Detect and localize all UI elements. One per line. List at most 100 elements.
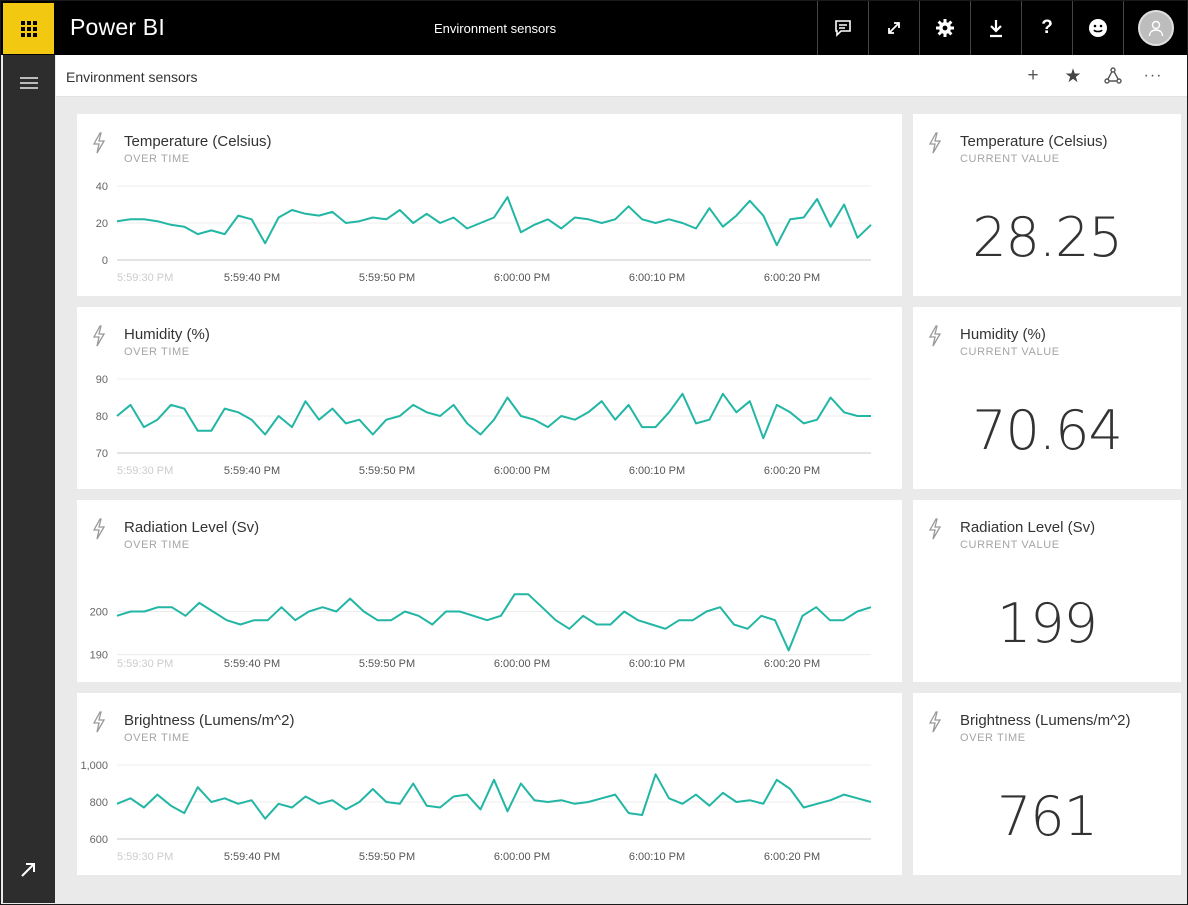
star-icon: ★ <box>1064 65 1082 87</box>
tile-title: Brightness (Lumens/m^2) <box>960 712 1131 729</box>
y-tick-label: 20 <box>96 218 108 230</box>
card-value: 761 <box>996 785 1098 848</box>
y-tick-label: 40 <box>96 181 108 193</box>
lightning-icon <box>92 325 106 347</box>
temperature-card-tile[interactable]: Temperature (Celsius) CURRENT VALUE 28.2… <box>913 114 1181 296</box>
tile-title: Humidity (%) <box>960 326 1046 343</box>
x-tick-label: 5:59:40 PM <box>224 272 280 284</box>
more-options-button[interactable]: ··· <box>1133 63 1173 89</box>
add-tile-button[interactable]: + <box>1013 63 1053 89</box>
user-icon <box>1148 20 1163 37</box>
series-line <box>116 196 872 247</box>
tile-subtitle: OVER TIME <box>124 539 190 551</box>
comment-button[interactable] <box>817 1 868 55</box>
card-value: 28.25 <box>972 206 1123 269</box>
add-icon: + <box>1027 65 1039 86</box>
y-tick-label: 80 <box>96 411 108 423</box>
radiation-card-tile[interactable]: Radiation Level (Sv) CURRENT VALUE 199 <box>913 500 1181 682</box>
humidity-line-tile[interactable]: Humidity (%) OVER TIME 70 80 90 5:59:30 PM 5… <box>77 307 902 489</box>
x-tick-label: 6:00:10 PM <box>629 658 685 670</box>
x-tick-label: 6:00:10 PM <box>629 272 685 284</box>
app-launcher-button[interactable] <box>3 3 54 54</box>
share-button[interactable] <box>1093 63 1133 89</box>
x-tick-label: 5:59:40 PM <box>224 465 280 477</box>
x-tick-label: 5:59:50 PM <box>359 658 415 670</box>
temperature-line-tile[interactable]: Temperature (Celsius) OVER TIME 0 20 40 5:5… <box>77 114 902 296</box>
humidity-card-tile[interactable]: Humidity (%) CURRENT VALUE 70.64 <box>913 307 1181 489</box>
x-tick-label: 5:59:40 PM <box>224 851 280 863</box>
fullscreen-icon <box>888 22 900 34</box>
y-tick-label: 1,000 <box>80 760 108 772</box>
top-toolbar: ? <box>817 1 1187 55</box>
comment-icon <box>835 20 851 37</box>
x-tick-label: 5:59:30 PM <box>117 851 173 863</box>
tile-subtitle: CURRENT VALUE <box>960 153 1060 165</box>
profile-button[interactable] <box>1123 1 1187 55</box>
x-tick-label: 6:00:20 PM <box>764 465 820 477</box>
lightning-icon <box>92 518 106 540</box>
lightning-icon <box>928 711 942 733</box>
lightning-icon <box>928 132 942 154</box>
settings-button[interactable] <box>919 1 970 55</box>
hamburger-menu-icon[interactable] <box>20 77 38 92</box>
tile-title: Brightness (Lumens/m^2) <box>124 712 295 729</box>
x-tick-label: 5:59:30 PM <box>117 272 173 284</box>
card-value: 70.64 <box>972 399 1123 462</box>
y-tick-label: 190 <box>90 650 108 662</box>
tile-subtitle: CURRENT VALUE <box>960 346 1060 358</box>
fullscreen-button[interactable] <box>868 1 919 55</box>
smiley-icon <box>1089 19 1107 37</box>
tile-title: Humidity (%) <box>124 326 210 343</box>
tile-title: Radiation Level (Sv) <box>124 519 260 536</box>
x-tick-label: 5:59:40 PM <box>224 658 280 670</box>
radiation-line-chart: 190 200 5:59:30 PM 5:59:40 PM 5:59:50 PM 6:00… <box>90 593 872 670</box>
lightning-icon <box>92 132 106 154</box>
dashboard-actions: + ★ ··· <box>1013 63 1173 89</box>
download-icon <box>990 20 1002 38</box>
temperature-line-chart: 0 20 40 5:59:30 PM 5:59:40 PM 5:59:50 PM 6:00:… <box>96 181 872 284</box>
x-tick-label: 6:00:20 PM <box>764 658 820 670</box>
x-tick-label: 5:59:50 PM <box>359 465 415 477</box>
avatar <box>1137 10 1174 46</box>
lightning-icon <box>92 711 106 733</box>
card-value: 199 <box>996 592 1098 655</box>
share-icon <box>1104 67 1122 84</box>
tile-subtitle: OVER TIME <box>124 153 190 165</box>
tile-subtitle: OVER TIME <box>124 346 190 358</box>
more-icon: ··· <box>1143 67 1163 84</box>
feedback-button[interactable] <box>1072 1 1123 55</box>
tile-title: Radiation Level (Sv) <box>960 519 1096 536</box>
x-tick-label: 6:00:20 PM <box>764 272 820 284</box>
download-button[interactable] <box>970 1 1021 55</box>
x-tick-label: 6:00:00 PM <box>494 851 550 863</box>
y-tick-label: 0 <box>102 255 108 267</box>
y-tick-label: 600 <box>90 834 108 846</box>
series-line <box>116 593 872 652</box>
dashboard-header: Environment sensors + ★ ··· <box>56 55 1187 97</box>
x-tick-label: 5:59:50 PM <box>359 272 415 284</box>
x-tick-label: 6:00:10 PM <box>629 465 685 477</box>
series-line <box>116 773 872 820</box>
x-tick-label: 6:00:00 PM <box>494 658 550 670</box>
y-tick-label: 200 <box>90 607 108 619</box>
radiation-line-tile[interactable]: Radiation Level (Sv) OVER TIME 190 200 5:5… <box>77 500 902 682</box>
help-button[interactable]: ? <box>1021 1 1072 55</box>
page-title: Environment sensors <box>66 69 198 85</box>
expand-arrow-icon[interactable] <box>19 861 37 885</box>
tile-subtitle: CURRENT VALUE <box>960 539 1060 551</box>
y-tick-label: 800 <box>90 797 108 809</box>
help-icon: ? <box>1041 17 1053 38</box>
waffle-icon <box>20 20 37 37</box>
tile-subtitle: OVER TIME <box>960 732 1026 744</box>
x-tick-label: 5:59:30 PM <box>117 658 173 670</box>
x-tick-label: 6:00:10 PM <box>629 851 685 863</box>
brightness-line-tile[interactable]: Brightness (Lumens/m^2) OVER TIME 600 800… <box>77 693 902 875</box>
brand-name[interactable]: Power BI <box>70 14 165 40</box>
left-nav <box>3 55 55 903</box>
y-tick-label: 90 <box>96 374 108 386</box>
favorite-button[interactable]: ★ <box>1053 63 1093 89</box>
brightness-line-chart: 600 800 1,000 5:59:30 PM 5:59:40 PM 5:59:50 P… <box>80 760 872 863</box>
lightning-icon <box>928 325 942 347</box>
brightness-card-tile[interactable]: Brightness (Lumens/m^2) OVER TIME 761 <box>913 693 1181 875</box>
